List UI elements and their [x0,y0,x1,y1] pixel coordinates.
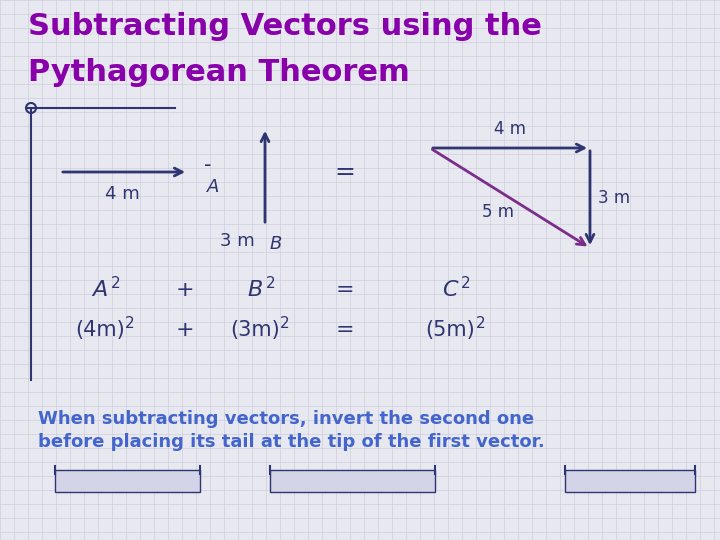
Text: (3m): (3m) [230,320,280,340]
Text: 5 m: 5 m [482,203,514,221]
Text: -: - [204,155,212,175]
Text: 3 m: 3 m [598,189,630,207]
Text: 2: 2 [461,275,471,291]
Text: A: A [207,178,219,196]
Text: 2: 2 [280,315,289,330]
Text: (5m): (5m) [425,320,475,340]
Text: A: A [92,280,107,300]
Text: When subtracting vectors, invert the second one: When subtracting vectors, invert the sec… [38,410,534,428]
FancyBboxPatch shape [55,470,200,492]
Text: (4m): (4m) [75,320,125,340]
FancyBboxPatch shape [565,470,695,492]
Text: C: C [442,280,458,300]
Text: 2: 2 [111,275,121,291]
Text: =: = [335,160,356,184]
Text: 2: 2 [266,275,276,291]
Text: before placing its tail at the tip of the first vector.: before placing its tail at the tip of th… [38,433,545,451]
Text: 3 m: 3 m [220,232,255,250]
Text: 4 m: 4 m [104,185,140,203]
Text: 2: 2 [476,315,485,330]
Text: B: B [270,235,282,253]
Text: =: = [336,280,354,300]
Text: +: + [176,320,194,340]
Text: +: + [176,280,194,300]
Text: 4 m: 4 m [494,120,526,138]
FancyBboxPatch shape [270,470,435,492]
Text: 2: 2 [125,315,135,330]
Text: =: = [336,320,354,340]
Text: B: B [248,280,263,300]
Text: Subtracting Vectors using the: Subtracting Vectors using the [28,12,542,41]
Text: Pythagorean Theorem: Pythagorean Theorem [28,58,410,87]
